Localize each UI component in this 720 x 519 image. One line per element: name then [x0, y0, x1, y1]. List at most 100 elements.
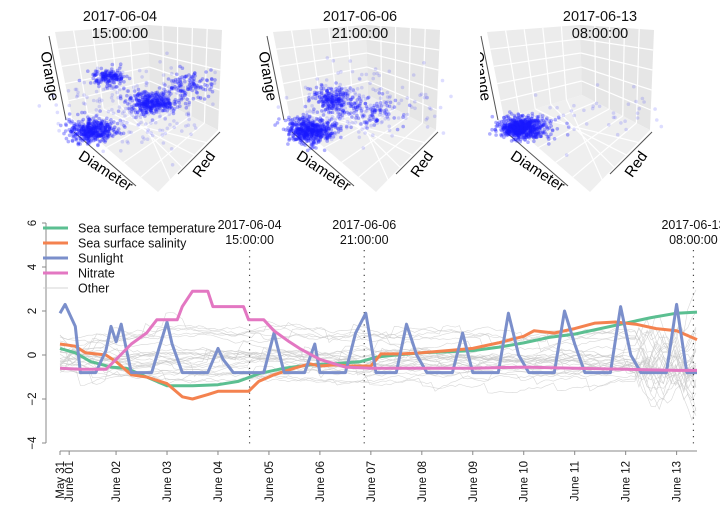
scatter-point	[143, 100, 148, 104]
grid-line	[73, 30, 89, 114]
scatter-point	[516, 126, 520, 131]
scatter-point	[93, 137, 98, 142]
scatter-point	[363, 101, 368, 106]
scatter-point	[305, 148, 310, 153]
scatter-point	[295, 116, 299, 121]
scatter-point	[516, 126, 521, 130]
scatter-point	[565, 121, 569, 126]
scatter-point	[504, 126, 509, 130]
scatter-point	[301, 126, 306, 131]
scatter-point	[540, 131, 544, 136]
scatter-point	[186, 103, 190, 107]
scatter-point	[120, 139, 125, 144]
scatter-point	[320, 118, 325, 123]
scatter-point	[519, 124, 524, 128]
scatter-point	[108, 76, 113, 80]
scatter-point	[311, 122, 315, 126]
scatter-point	[77, 124, 82, 129]
scatter-point	[611, 115, 616, 120]
scatter-point	[504, 130, 509, 135]
x-tick-label: June 13	[672, 461, 684, 502]
scatter-point	[299, 126, 304, 130]
scatter-point	[314, 129, 318, 134]
scatter-point	[378, 110, 383, 114]
scatter-point	[530, 130, 534, 134]
scatter-point	[357, 93, 362, 97]
scatter-point	[528, 129, 533, 133]
scatter-point	[532, 125, 536, 130]
orange-axis-line	[48, 35, 67, 121]
scatter-point	[320, 124, 324, 128]
scatter-point	[527, 136, 531, 140]
scatter-point	[517, 127, 522, 132]
scatter-point	[569, 109, 574, 113]
scatter-point	[316, 124, 320, 129]
scatter-point	[509, 124, 514, 129]
scatter-point	[106, 73, 111, 78]
scatter-point	[314, 116, 319, 121]
scatter-point	[114, 131, 119, 135]
grid-line	[190, 27, 193, 117]
scatter-point	[105, 76, 109, 80]
scatter-point	[310, 96, 315, 100]
scatter-point	[318, 137, 322, 141]
scatter-point	[531, 134, 536, 138]
scatter-point	[298, 135, 302, 139]
scatter-point	[191, 81, 195, 85]
scatter-point	[89, 139, 93, 144]
scatter-point	[357, 94, 362, 98]
scatter-point	[336, 111, 340, 115]
scatter-point	[139, 101, 143, 105]
scatter-point	[538, 124, 542, 129]
scatter-point	[93, 136, 97, 140]
scatter-point	[527, 123, 531, 128]
scatter-point	[180, 75, 184, 79]
scatter-point	[325, 101, 330, 105]
scatter-point	[299, 127, 303, 132]
scatter-point	[304, 133, 309, 137]
scatter-point	[148, 105, 152, 110]
scatter-point	[329, 93, 333, 97]
scatter-point	[306, 128, 311, 132]
scatter-point	[88, 118, 92, 122]
scatter-point	[308, 128, 312, 133]
scatter-point	[316, 129, 320, 134]
scatter-point	[102, 128, 106, 133]
scatter-point	[150, 98, 155, 103]
scatter-point	[523, 138, 527, 142]
scatter-point	[511, 133, 515, 138]
scatter-point	[345, 126, 349, 130]
scatter-point	[358, 104, 362, 109]
scatter-point	[186, 113, 191, 118]
scatter-point	[151, 100, 155, 104]
scatter-point	[176, 98, 181, 103]
scatter-point	[307, 126, 311, 130]
scatter-point	[69, 120, 73, 125]
scatter-point	[528, 128, 532, 133]
scatter-point	[64, 136, 69, 141]
scatter-point	[516, 122, 520, 126]
scatter-point	[594, 101, 599, 106]
scatter-point	[137, 91, 142, 95]
scatter-point	[94, 114, 99, 118]
scatter-point	[514, 128, 519, 133]
scatter-point	[143, 102, 148, 106]
scatter-point	[72, 121, 76, 126]
scatter-point	[311, 128, 316, 132]
scatter-point	[123, 125, 127, 129]
scatter-point	[103, 127, 108, 131]
scatter-point	[85, 125, 89, 130]
scatter-point	[526, 121, 531, 125]
scatter-point	[514, 118, 518, 123]
scatter-point	[165, 126, 170, 131]
scatter-point	[343, 106, 347, 110]
box-3d	[487, 25, 654, 192]
scatter-point	[86, 69, 90, 73]
scatter-point	[325, 136, 329, 140]
scatter-point	[300, 122, 304, 126]
scatter-point	[532, 139, 536, 144]
scatter-point	[297, 132, 301, 137]
scatter-point	[324, 135, 329, 139]
